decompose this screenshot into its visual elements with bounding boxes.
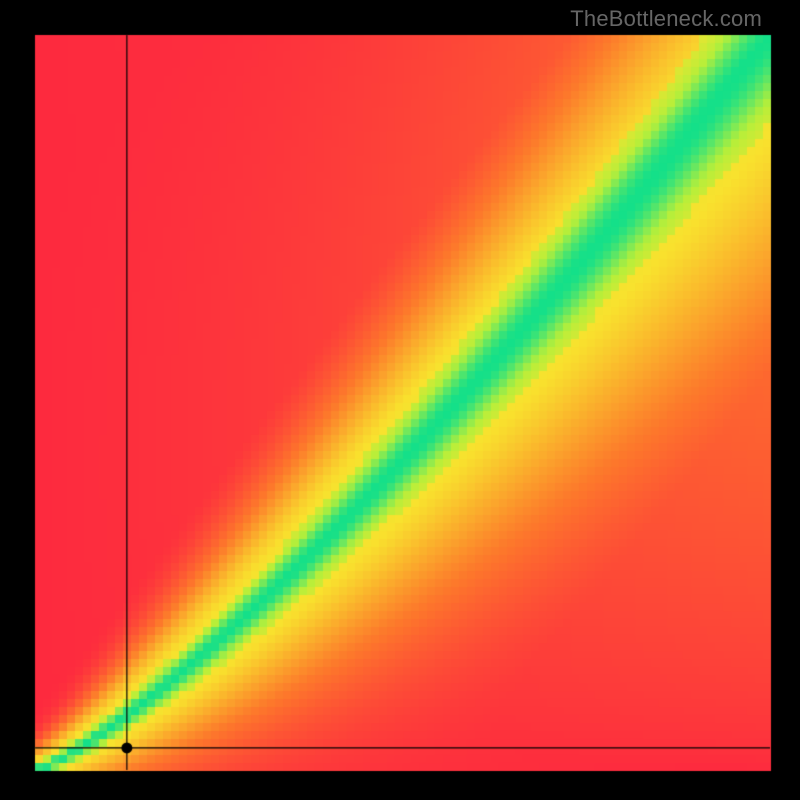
heatmap-canvas xyxy=(0,0,800,800)
chart-container: TheBottleneck.com xyxy=(0,0,800,800)
watermark-text: TheBottleneck.com xyxy=(570,6,762,32)
